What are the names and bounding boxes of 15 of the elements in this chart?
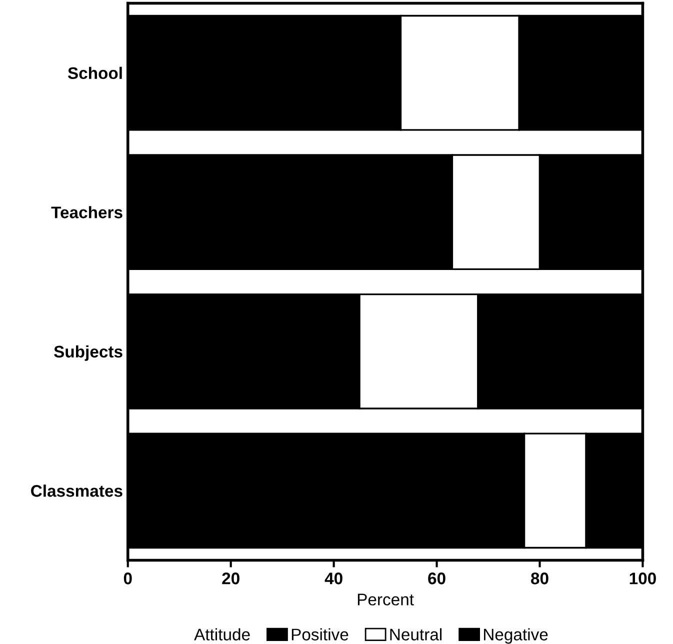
y-tick-label: School: [68, 66, 122, 80]
legend-label: Negative: [484, 628, 548, 644]
x-tick-label: 100: [630, 572, 656, 584]
legend-label: Neutral: [390, 628, 442, 640]
y-tick-label: Teachers: [51, 206, 122, 218]
x-tick-label: 40: [324, 572, 342, 584]
y-tick-label: Subjects: [54, 345, 122, 361]
x-tick-label: 0: [124, 572, 132, 584]
x-axis-title: Percent: [358, 594, 414, 606]
x-tick-label: 80: [531, 572, 548, 584]
legend-label: Positive: [292, 628, 348, 640]
legend-title: Attitude: [194, 628, 250, 640]
x-tick-label: 60: [428, 572, 446, 584]
x-tick-label: 20: [222, 572, 240, 584]
y-tick-label: Classmates: [31, 484, 122, 497]
